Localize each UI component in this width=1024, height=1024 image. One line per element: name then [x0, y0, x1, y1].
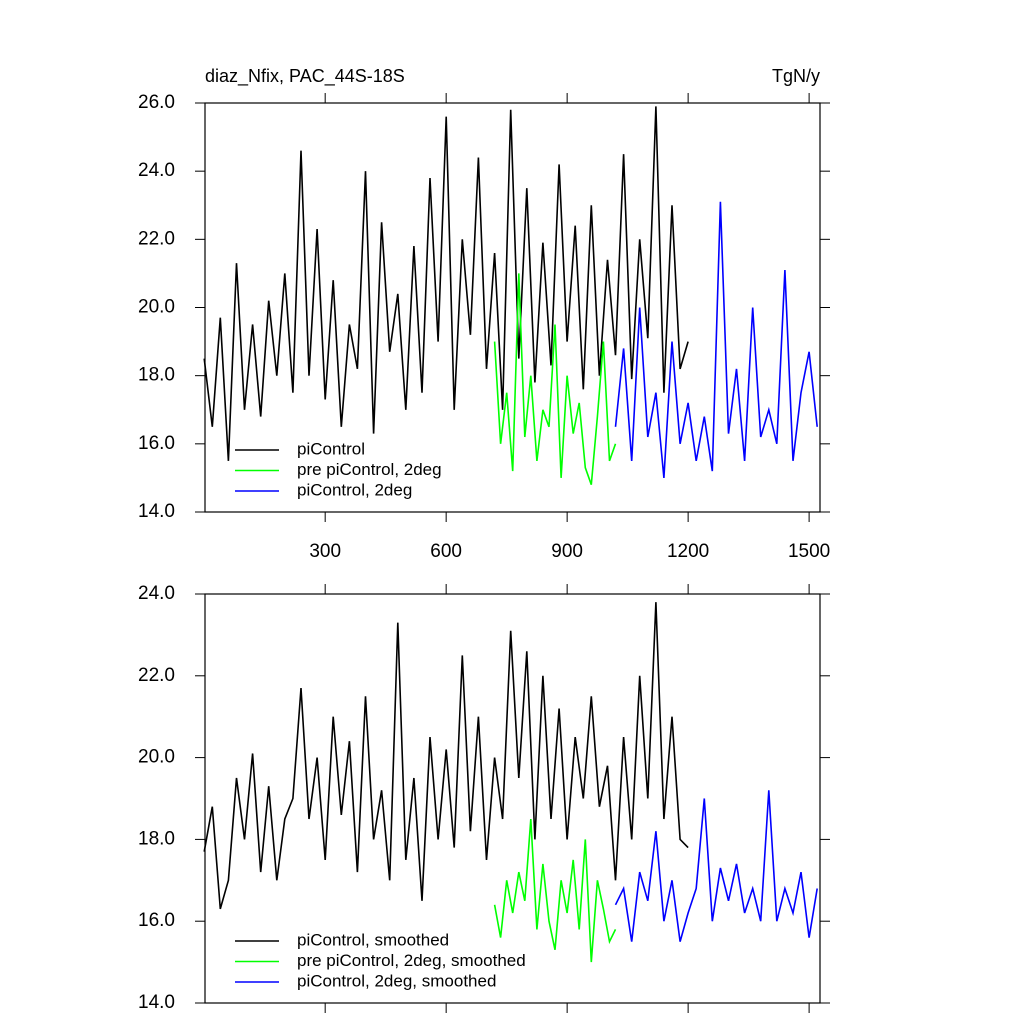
series-line [203, 106, 689, 461]
x-tick-label: 900 [551, 541, 583, 562]
chart-title: diaz_Nfix, PAC_44S-18S [205, 66, 405, 87]
x-tick-label: 600 [430, 541, 462, 562]
legend-label: pre piControl, 2deg, smoothed [297, 951, 526, 970]
x-tick-label: 300 [309, 541, 341, 562]
x-tick-label: 1200 [667, 541, 709, 562]
y-tick-label: 22.0 [138, 228, 175, 249]
series-line [493, 818, 617, 963]
legend-label: pre piControl, 2deg [297, 460, 442, 479]
plot-frame [204, 593, 821, 1004]
legend-label: piControl, 2deg, smoothed [297, 971, 496, 990]
legend-label: piControl, 2deg [297, 480, 412, 499]
y-tick-label: 26.0 [138, 92, 175, 113]
y-tick-label: 14.0 [138, 992, 175, 1013]
series-line [203, 602, 689, 910]
series-line [614, 790, 818, 942]
series-line [614, 201, 818, 478]
legend-label: piControl, smoothed [297, 930, 449, 949]
y-tick-label: 22.0 [138, 665, 175, 686]
y-tick-label: 24.0 [138, 160, 175, 181]
legend-label: piControl [297, 439, 365, 458]
y-tick-label: 14.0 [138, 501, 175, 522]
y-tick-label: 18.0 [138, 828, 175, 849]
y-tick-label: 16.0 [138, 910, 175, 931]
y-tick-label: 18.0 [138, 365, 175, 386]
y-tick-label: 24.0 [138, 583, 175, 604]
x-tick-label: 1500 [788, 541, 830, 562]
y-tick-label: 16.0 [138, 433, 175, 454]
units-title: TgN/y [772, 66, 820, 86]
y-tick-label: 20.0 [138, 747, 175, 768]
series-line [493, 273, 617, 485]
y-tick-label: 20.0 [138, 297, 175, 318]
